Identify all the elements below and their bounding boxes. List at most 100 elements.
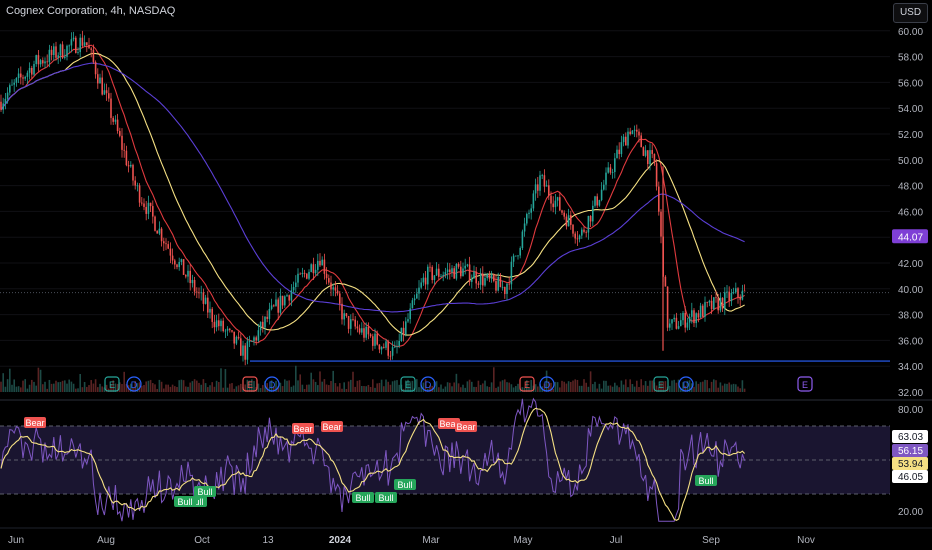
candle-body — [33, 63, 35, 75]
volume-bar — [651, 380, 653, 392]
candle-body — [319, 260, 321, 266]
volume-bar — [600, 388, 603, 392]
volume-bar — [484, 380, 486, 392]
candle-body — [530, 208, 532, 213]
candle-body — [433, 275, 436, 281]
candle-body — [460, 266, 462, 277]
earnings-marker: E — [653, 376, 669, 392]
volume-bar — [112, 380, 114, 392]
signal-label: Bear — [293, 424, 312, 434]
candle-body — [695, 313, 697, 324]
price-tick-label: 54.00 — [898, 104, 923, 115]
time-tick-label: 2024 — [329, 535, 352, 546]
candle-body — [288, 295, 290, 301]
candle-body — [323, 259, 326, 274]
volume-bar — [226, 387, 229, 392]
candle-body — [658, 186, 660, 212]
volume-bar — [182, 380, 185, 392]
price-tick-label: 46.00 — [898, 207, 923, 218]
volume-bar — [57, 382, 59, 392]
candle-body — [354, 319, 356, 327]
volume-bar — [101, 386, 103, 392]
candle-body — [409, 308, 411, 320]
volume-bar — [198, 382, 200, 392]
candle-body — [523, 223, 526, 232]
volume-bar — [468, 379, 471, 392]
volume-bar — [297, 380, 299, 392]
time-tick-label: Mar — [422, 535, 440, 546]
candle-body — [332, 287, 334, 290]
volume-bar — [517, 383, 519, 392]
candle-body — [174, 260, 176, 265]
candle-body — [301, 272, 304, 275]
candle-body — [86, 42, 88, 46]
candle-body — [457, 263, 460, 267]
candle-body — [486, 274, 488, 279]
candle-body — [519, 248, 521, 256]
candle-body — [154, 216, 156, 231]
volume-bar — [622, 384, 625, 392]
candle-body — [600, 189, 603, 201]
candle-body — [253, 337, 255, 342]
candle-body — [275, 299, 277, 307]
candle-body — [99, 77, 101, 84]
candle-body — [92, 49, 95, 62]
volume-bar — [616, 385, 618, 392]
candle-body — [125, 150, 128, 166]
candle-body — [673, 317, 675, 320]
volume-bar — [68, 379, 70, 392]
volume-bar — [26, 388, 29, 392]
candle-body — [259, 321, 262, 331]
candle-body — [627, 131, 629, 146]
candle-body — [297, 273, 299, 283]
candle-body — [418, 287, 420, 294]
candle-body — [537, 184, 539, 191]
candle-body — [325, 273, 328, 279]
candle-body — [479, 273, 482, 285]
rsi-value-tag — [892, 470, 928, 483]
price-tick-label: 42.00 — [898, 259, 923, 270]
candle-body — [596, 196, 598, 206]
volume-bar — [317, 385, 319, 392]
volume-bar — [92, 383, 95, 392]
candle-body — [189, 270, 191, 284]
volume-bar — [233, 388, 235, 392]
volume-bar — [176, 386, 178, 392]
volume-bar — [675, 382, 678, 392]
time-tick-label: Jul — [610, 535, 623, 546]
volume-bar — [633, 386, 636, 392]
currency-button[interactable]: USD — [893, 3, 928, 23]
ma-fast-line — [0, 44, 745, 348]
volume-bar — [363, 386, 365, 392]
volume-bar — [422, 382, 425, 392]
chart-title: Cognex Corporation, 4h, NASDAQ — [6, 5, 176, 17]
candle-body — [330, 282, 332, 290]
candle-body — [167, 244, 169, 249]
candle-body — [68, 45, 70, 47]
rsi-tick-label: 80.00 — [898, 405, 923, 416]
volume-bar — [215, 380, 218, 392]
volume-bar — [284, 379, 286, 392]
candle-body — [90, 48, 92, 50]
volume-bar — [319, 371, 321, 392]
candle-body — [112, 117, 114, 122]
candle-body — [4, 98, 7, 104]
signal-label: Bull — [397, 480, 412, 490]
volume-bar — [42, 384, 44, 392]
volume-bar — [515, 386, 517, 392]
volume-bar — [354, 386, 356, 392]
volume-bar — [741, 380, 744, 392]
volume-bar — [83, 382, 86, 392]
candle-body — [732, 292, 735, 294]
volume-bar — [200, 384, 202, 392]
candle-body — [130, 164, 132, 167]
candle-body — [521, 231, 524, 249]
candle-body — [374, 333, 376, 346]
dividend-marker: D — [420, 376, 436, 392]
candle-body — [143, 203, 145, 207]
candle-body — [97, 74, 99, 84]
volume-bar — [662, 381, 664, 392]
candle-body — [669, 323, 671, 328]
candle-body — [244, 345, 246, 360]
